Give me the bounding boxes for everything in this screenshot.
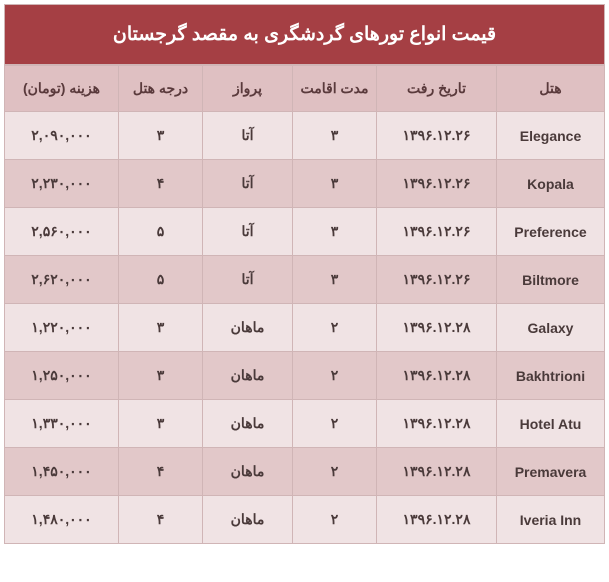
cell-date: ۱۳۹۶.۱۲.۲۶ xyxy=(377,208,497,256)
cell-grade: ۴ xyxy=(119,496,203,544)
table-row: Kopala۱۳۹۶.۱۲.۲۶۳آتا۴۲,۲۳۰,۰۰۰ xyxy=(5,160,605,208)
cell-flight: آتا xyxy=(203,112,293,160)
cell-hotel: Biltmore xyxy=(497,256,605,304)
table-body: Elegance۱۳۹۶.۱۲.۲۶۳آتا۳۲,۰۹۰,۰۰۰Kopala۱۳… xyxy=(5,112,605,544)
cell-duration: ۳ xyxy=(293,208,377,256)
header-duration: مدت اقامت xyxy=(293,66,377,112)
cell-price: ۱,۴۵۰,۰۰۰ xyxy=(5,448,119,496)
cell-grade: ۳ xyxy=(119,352,203,400)
cell-date: ۱۳۹۶.۱۲.۲۶ xyxy=(377,112,497,160)
cell-flight: ماهان xyxy=(203,496,293,544)
header-grade: درجه هتل xyxy=(119,66,203,112)
cell-hotel: Elegance xyxy=(497,112,605,160)
cell-flight: ماهان xyxy=(203,352,293,400)
header-row: هتل تاریخ رفت مدت اقامت پرواز درجه هتل ه… xyxy=(5,66,605,112)
cell-date: ۱۳۹۶.۱۲.۲۸ xyxy=(377,448,497,496)
cell-price: ۱,۲۵۰,۰۰۰ xyxy=(5,352,119,400)
cell-price: ۲,۵۶۰,۰۰۰ xyxy=(5,208,119,256)
cell-duration: ۲ xyxy=(293,304,377,352)
table-row: Biltmore۱۳۹۶.۱۲.۲۶۳آتا۵۲,۶۲۰,۰۰۰ xyxy=(5,256,605,304)
header-price: هزینه (تومان) xyxy=(5,66,119,112)
cell-date: ۱۳۹۶.۱۲.۲۸ xyxy=(377,304,497,352)
cell-duration: ۲ xyxy=(293,352,377,400)
cell-flight: ماهان xyxy=(203,304,293,352)
table-row: Hotel Atu۱۳۹۶.۱۲.۲۸۲ماهان۳۱,۳۳۰,۰۰۰ xyxy=(5,400,605,448)
cell-duration: ۳ xyxy=(293,256,377,304)
cell-grade: ۵ xyxy=(119,208,203,256)
header-date: تاریخ رفت xyxy=(377,66,497,112)
cell-price: ۱,۴۸۰,۰۰۰ xyxy=(5,496,119,544)
cell-flight: ماهان xyxy=(203,448,293,496)
cell-grade: ۴ xyxy=(119,160,203,208)
table-row: Preference۱۳۹۶.۱۲.۲۶۳آتا۵۲,۵۶۰,۰۰۰ xyxy=(5,208,605,256)
cell-flight: آتا xyxy=(203,208,293,256)
cell-price: ۲,۰۹۰,۰۰۰ xyxy=(5,112,119,160)
header-hotel: هتل xyxy=(497,66,605,112)
table-row: Iveria Inn۱۳۹۶.۱۲.۲۸۲ماهان۴۱,۴۸۰,۰۰۰ xyxy=(5,496,605,544)
cell-price: ۲,۶۲۰,۰۰۰ xyxy=(5,256,119,304)
cell-duration: ۲ xyxy=(293,448,377,496)
table-row: Galaxy۱۳۹۶.۱۲.۲۸۲ماهان۳۱,۲۲۰,۰۰۰ xyxy=(5,304,605,352)
price-table: هتل تاریخ رفت مدت اقامت پرواز درجه هتل ه… xyxy=(4,65,605,544)
cell-hotel: Kopala xyxy=(497,160,605,208)
cell-date: ۱۳۹۶.۱۲.۲۸ xyxy=(377,496,497,544)
cell-hotel: Premavera xyxy=(497,448,605,496)
cell-hotel: Galaxy xyxy=(497,304,605,352)
cell-grade: ۳ xyxy=(119,400,203,448)
cell-flight: آتا xyxy=(203,160,293,208)
header-flight: پرواز xyxy=(203,66,293,112)
table-container: قیمت انواع تورهای گردشگری به مقصد گرجستا… xyxy=(0,0,609,582)
cell-price: ۱,۲۲۰,۰۰۰ xyxy=(5,304,119,352)
cell-date: ۱۳۹۶.۱۲.۲۶ xyxy=(377,160,497,208)
table-row: Elegance۱۳۹۶.۱۲.۲۶۳آتا۳۲,۰۹۰,۰۰۰ xyxy=(5,112,605,160)
table-row: Premavera۱۳۹۶.۱۲.۲۸۲ماهان۴۱,۴۵۰,۰۰۰ xyxy=(5,448,605,496)
cell-hotel: Iveria Inn xyxy=(497,496,605,544)
cell-flight: آتا xyxy=(203,256,293,304)
table-title: قیمت انواع تورهای گردشگری به مقصد گرجستا… xyxy=(4,4,605,65)
cell-date: ۱۳۹۶.۱۲.۲۸ xyxy=(377,352,497,400)
cell-grade: ۳ xyxy=(119,304,203,352)
cell-duration: ۳ xyxy=(293,112,377,160)
cell-grade: ۴ xyxy=(119,448,203,496)
cell-price: ۱,۳۳۰,۰۰۰ xyxy=(5,400,119,448)
cell-duration: ۳ xyxy=(293,160,377,208)
cell-duration: ۲ xyxy=(293,496,377,544)
cell-duration: ۲ xyxy=(293,400,377,448)
cell-price: ۲,۲۳۰,۰۰۰ xyxy=(5,160,119,208)
cell-hotel: Hotel Atu xyxy=(497,400,605,448)
cell-date: ۱۳۹۶.۱۲.۲۶ xyxy=(377,256,497,304)
cell-hotel: Preference xyxy=(497,208,605,256)
cell-date: ۱۳۹۶.۱۲.۲۸ xyxy=(377,400,497,448)
cell-flight: ماهان xyxy=(203,400,293,448)
table-row: Bakhtrioni۱۳۹۶.۱۲.۲۸۲ماهان۳۱,۲۵۰,۰۰۰ xyxy=(5,352,605,400)
cell-grade: ۵ xyxy=(119,256,203,304)
cell-grade: ۳ xyxy=(119,112,203,160)
cell-hotel: Bakhtrioni xyxy=(497,352,605,400)
